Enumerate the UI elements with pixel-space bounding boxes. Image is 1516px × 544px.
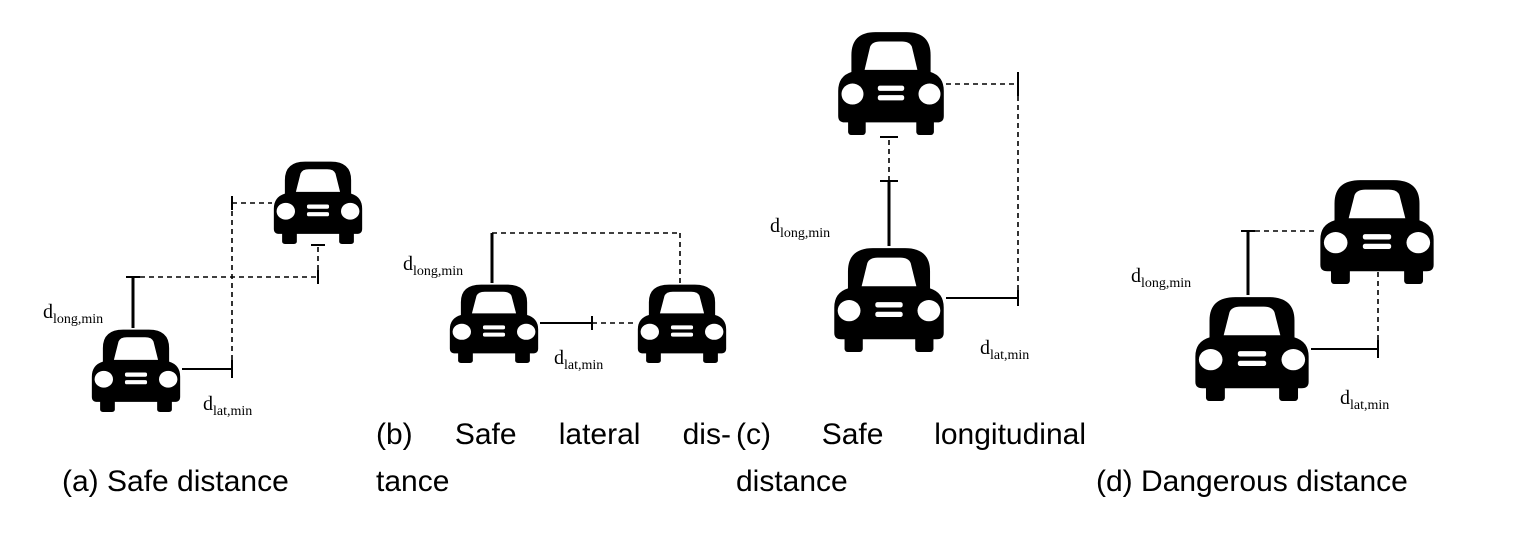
- caption-d: (d) Dangerous distance: [1096, 465, 1408, 498]
- caption-b-line2: tance: [376, 465, 450, 498]
- car-icon: [273, 161, 363, 244]
- car-icon: [838, 32, 944, 135]
- car-icon: [449, 284, 539, 363]
- car-icon: [91, 329, 181, 412]
- d-long-min-label: dlong,min: [403, 253, 463, 279]
- caption-word: (c): [736, 418, 771, 451]
- d-long-min-label: dlong,min: [770, 215, 830, 241]
- caption-c-line1: (c) Safe longitudinal: [736, 415, 1086, 455]
- caption-a: (a) Safe distance: [62, 465, 289, 498]
- d-lat-min-label: dlat,min: [980, 337, 1029, 363]
- caption-word: (b): [376, 418, 413, 451]
- caption-word: dis-: [682, 418, 731, 451]
- d-lat-min-label: dlat,min: [554, 347, 603, 373]
- car-icon: [834, 248, 944, 352]
- caption-c-line2: distance: [736, 465, 848, 498]
- caption-b-line1: (b) Safe lateral dis-: [376, 415, 731, 455]
- caption-word: lateral: [558, 418, 641, 451]
- d-long-min-label: dlong,min: [1131, 265, 1191, 291]
- panel-a: dlong,min dlat,min: [43, 161, 363, 419]
- panel-d: dlong,min dlat,min: [1131, 180, 1434, 413]
- d-lat-min-label: dlat,min: [1340, 387, 1389, 413]
- caption-word: longitudinal: [934, 418, 1086, 451]
- d-long-min-label: dlong,min: [43, 301, 103, 327]
- panel-b: dlong,min dlat,min: [403, 232, 727, 373]
- car-icon: [1320, 180, 1434, 284]
- panel-c: dlong,min dlat,min: [770, 32, 1029, 363]
- caption-word: Safe: [821, 418, 884, 451]
- car-icon: [637, 284, 727, 363]
- caption-word: Safe: [454, 418, 517, 451]
- d-lat-min-label: dlat,min: [203, 393, 252, 419]
- car-icon: [1195, 297, 1309, 401]
